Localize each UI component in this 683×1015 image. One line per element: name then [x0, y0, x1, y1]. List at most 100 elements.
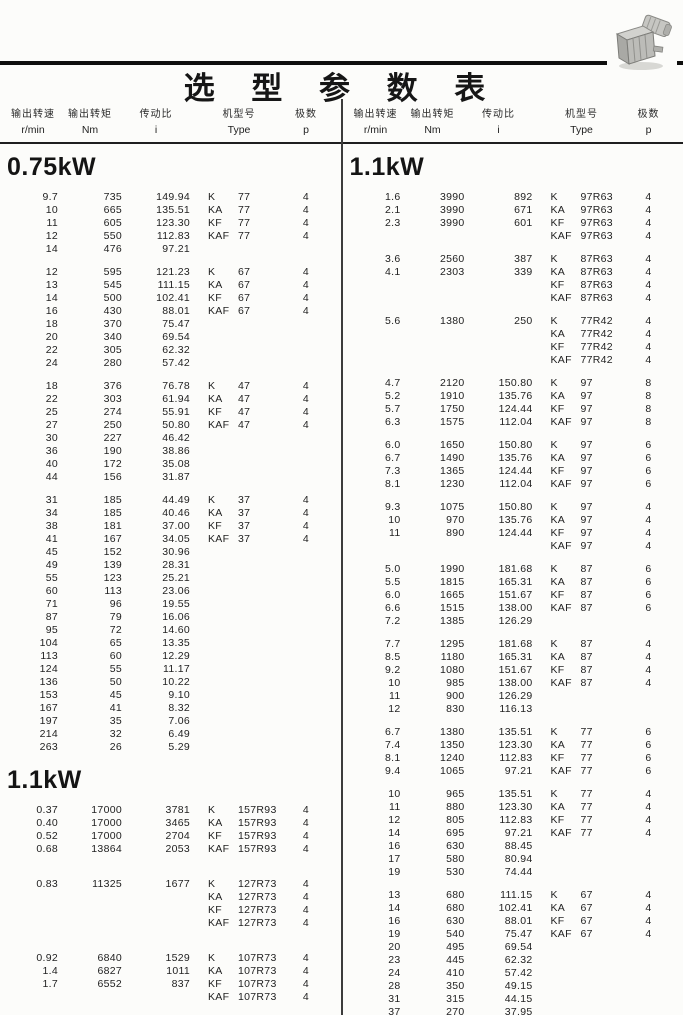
- type-size-cell: 77: [238, 191, 251, 203]
- speed-cell: 6.3: [385, 416, 401, 428]
- ratio-cell: 123.30: [156, 217, 190, 229]
- poles-cell: 4: [302, 904, 310, 916]
- type-prefix-cell: KA: [208, 965, 223, 977]
- type-prefix-cell: KF: [208, 830, 223, 842]
- torque-cell: 55: [109, 663, 122, 675]
- table-row: 55 123 25.21: [0, 572, 341, 585]
- type-size-cell: 87: [580, 651, 593, 663]
- torque-cell: 11325: [92, 878, 122, 890]
- speed-cell: 11: [46, 217, 58, 229]
- speed-cell: 153: [39, 689, 58, 701]
- torque-cell: 830: [446, 703, 465, 715]
- poles-cell: 4: [302, 804, 310, 816]
- speed-cell: 37: [388, 1006, 401, 1015]
- table-row: 30 227 46.42: [0, 432, 341, 445]
- row-group: 5.6 1380 250 K 77R42 4 KA 77R42 4 KF 77R42 4 KAF 77R4…: [343, 315, 683, 367]
- type-prefix-cell: [190, 546, 238, 559]
- type-prefix-cell: KF: [550, 664, 565, 676]
- type-size-cell: 127R73: [238, 891, 277, 903]
- table-row: KA 127R73 4: [0, 891, 341, 904]
- table-row: 12 830 116.13: [343, 703, 683, 716]
- type-size-cell: [238, 637, 288, 650]
- ratio-cell: 31.87: [162, 471, 190, 483]
- type-prefix-cell: [190, 702, 238, 715]
- speed-cell: [351, 292, 401, 305]
- torque-cell: 1080: [439, 664, 465, 676]
- type-size-cell: 87: [580, 589, 593, 601]
- type-size-cell: 77R42: [580, 354, 613, 366]
- type-prefix-cell: [190, 357, 238, 370]
- torque-cell: 72: [109, 624, 122, 636]
- type-prefix-cell: KAF: [550, 354, 572, 366]
- type-prefix-cell: KA: [208, 279, 223, 291]
- ratio-cell: 135.51: [498, 788, 533, 800]
- row-group: 12 595 121.23 K 67 4 13 545 111.15 KA 67 4 14 500 102.…: [0, 266, 341, 370]
- speed-cell: [8, 991, 58, 1004]
- poles-cell: 6: [645, 726, 652, 738]
- speed-cell: 0.83: [36, 878, 58, 890]
- speed-cell: 5.0: [385, 563, 401, 575]
- speed-cell: 40: [45, 458, 58, 470]
- ratio-cell: 150.80: [498, 377, 533, 389]
- speed-cell: 0.40: [36, 817, 58, 829]
- speed-cell: 30: [45, 432, 58, 444]
- speed-cell: 136: [39, 676, 58, 688]
- ratio-cell: [465, 328, 533, 341]
- torque-cell: 476: [103, 243, 122, 255]
- poles-cell: [631, 866, 667, 879]
- type-size-cell: 157R93: [238, 817, 277, 829]
- speed-cell: 6.0: [385, 439, 401, 451]
- torque-cell: 370: [103, 318, 122, 330]
- type-prefix-cell: [190, 458, 238, 471]
- type-prefix-cell: K: [550, 191, 558, 203]
- torque-cell: 79: [109, 611, 122, 623]
- speed-cell: 6.7: [385, 452, 401, 464]
- poles-cell: [288, 611, 324, 624]
- type-prefix-cell: KA: [550, 390, 566, 402]
- table-row: 71 96 19.55: [0, 598, 341, 611]
- table-row: 10 985 138.00 KAF 87 4: [343, 677, 683, 690]
- ratio-cell: [122, 917, 190, 930]
- speed-cell: 16: [388, 840, 401, 852]
- speed-cell: [351, 354, 401, 367]
- table-row: KA 77R42 4: [343, 328, 683, 341]
- poles-cell: 4: [645, 788, 652, 800]
- ratio-cell: 135.76: [498, 452, 533, 464]
- speed-cell: 9.7: [42, 191, 58, 203]
- type-size-cell: 67: [238, 266, 251, 278]
- ratio-cell: 88.01: [162, 305, 190, 317]
- torque-cell: [58, 891, 122, 904]
- header-unit: p: [645, 124, 652, 136]
- table-row: KAF 107R73 4: [0, 991, 341, 1004]
- torque-cell: 6552: [97, 978, 122, 990]
- speed-cell: 10: [388, 514, 401, 526]
- speed-cell: 34: [45, 507, 58, 519]
- type-size-cell: [238, 650, 288, 663]
- poles-cell: [288, 572, 324, 585]
- table-row: 13 680 111.15 K 67 4: [343, 889, 683, 902]
- type-prefix-cell: KAF: [208, 991, 230, 1003]
- table-row: 37 270 37.95: [343, 1006, 683, 1015]
- speed-cell: 14: [45, 292, 58, 304]
- table-row: 87 79 16.06: [0, 611, 341, 624]
- ratio-cell: [122, 991, 190, 1004]
- table-row: KAF 97R63 4: [343, 230, 683, 243]
- poles-cell: 4: [302, 217, 310, 229]
- ratio-cell: 387: [514, 253, 533, 265]
- type-prefix-cell: [190, 624, 238, 637]
- torque-cell: [401, 279, 465, 292]
- poles-cell: 4: [645, 341, 652, 353]
- speed-cell: 28: [388, 980, 401, 992]
- type-prefix-cell: [190, 471, 238, 484]
- speed-cell: 22: [45, 393, 58, 405]
- torque-cell: 430: [103, 305, 122, 317]
- torque-cell: 190: [103, 445, 122, 457]
- type-prefix-cell: KAF: [550, 677, 572, 689]
- type-prefix-cell: KA: [550, 902, 566, 914]
- speed-cell: [351, 540, 401, 553]
- torque-cell: [401, 341, 465, 354]
- torque-cell: 1750: [439, 403, 465, 415]
- poles-cell: 4: [302, 917, 310, 929]
- poles-cell: [631, 853, 667, 866]
- type-size-cell: 87R63: [580, 253, 613, 265]
